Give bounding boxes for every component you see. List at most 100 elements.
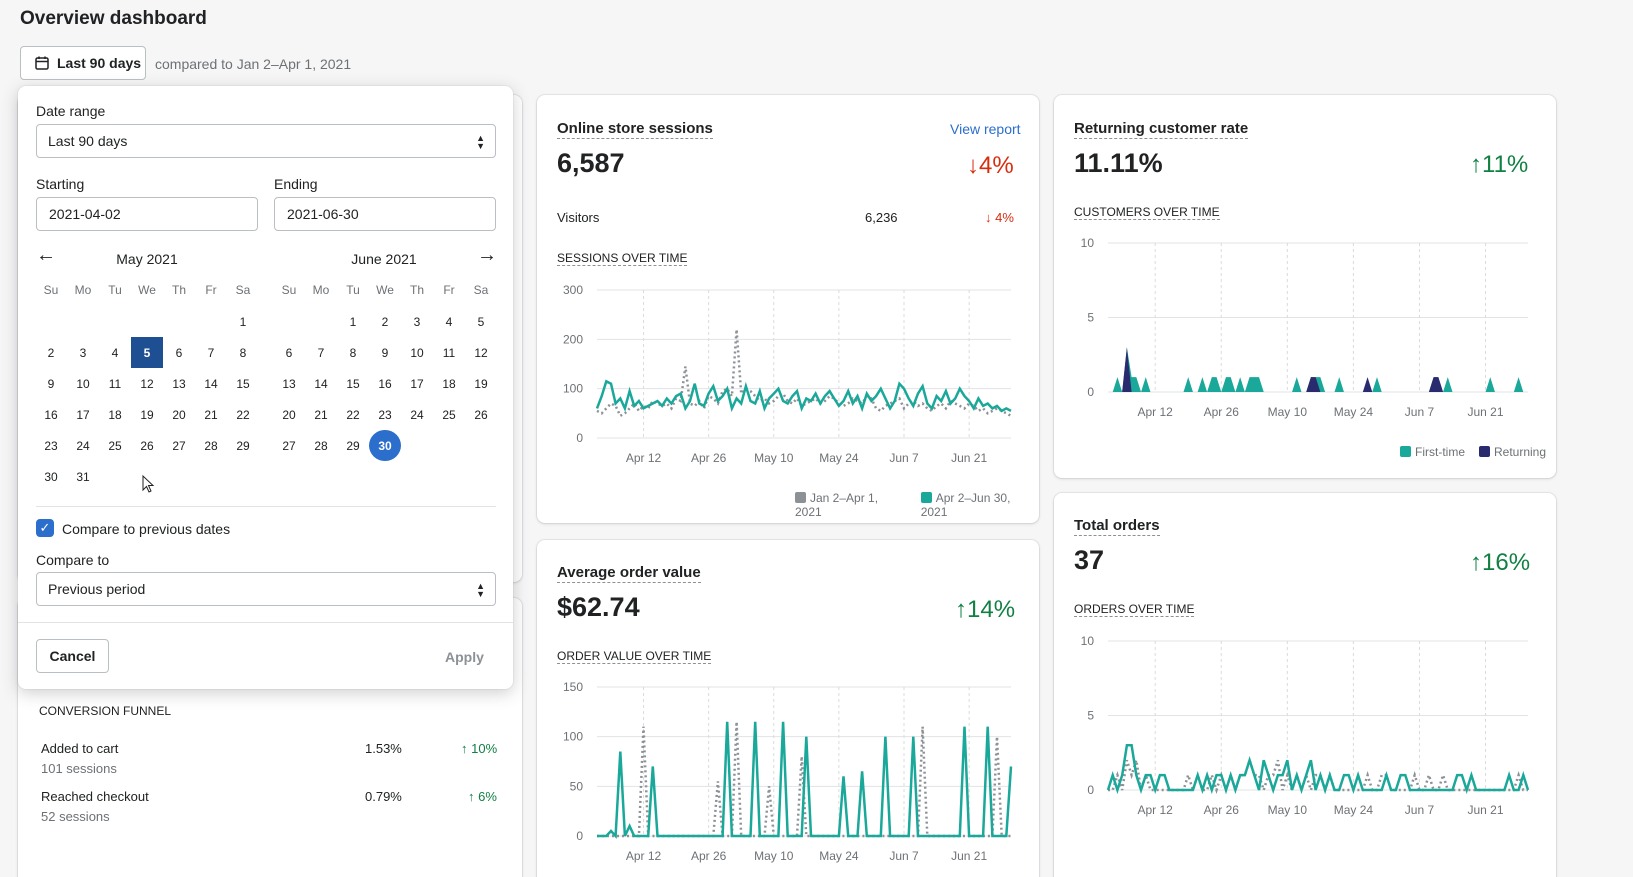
calendar-day[interactable]: 24 — [76, 438, 90, 453]
calendar-day-cell[interactable]: 24 — [67, 430, 99, 461]
calendar-day[interactable]: 9 — [381, 345, 389, 360]
calendar-day[interactable]: 4 — [111, 345, 119, 360]
calendar-day[interactable]: 1 — [239, 314, 247, 329]
calendar-day-cell[interactable]: 3 — [401, 306, 433, 337]
calendar-day-cell[interactable]: 25 — [433, 399, 465, 430]
calendar-day[interactable]: 15 — [346, 376, 360, 391]
calendar-day-cell[interactable]: 3 — [67, 337, 99, 368]
starting-date-input[interactable]: 2021-04-02 — [36, 197, 258, 231]
calendar-day[interactable]: 3 — [79, 345, 87, 360]
calendar-day-cell[interactable]: 31 — [67, 461, 99, 492]
calendar-day[interactable]: 17 — [410, 376, 424, 391]
calendar-day[interactable]: 2 — [47, 345, 55, 360]
calendar-day-cell[interactable]: 11 — [99, 368, 131, 399]
calendar-day[interactable]: 29 — [236, 438, 250, 453]
calendar-day[interactable]: 10 — [410, 345, 424, 360]
calendar-day-cell[interactable]: 20 — [163, 399, 195, 430]
calendar-day-cell[interactable]: 10 — [67, 368, 99, 399]
compare-checkbox-label[interactable]: Compare to previous dates — [62, 521, 231, 537]
calendar-day-cell[interactable]: 4 — [433, 306, 465, 337]
orders-title[interactable]: Total orders — [1074, 517, 1160, 536]
calendar-day-cell[interactable]: 18 — [433, 368, 465, 399]
calendar-day-cell[interactable]: 2 — [35, 337, 67, 368]
calendar-day-cell[interactable]: 19 — [131, 399, 163, 430]
calendar-day[interactable]: 23 — [378, 407, 392, 422]
calendar-day[interactable]: 21 — [314, 407, 328, 422]
cancel-button[interactable]: Cancel — [36, 639, 109, 673]
calendar-day[interactable]: 27 — [282, 438, 296, 453]
calendar-day[interactable]: 18 — [108, 407, 122, 422]
calendar-day[interactable]: 28 — [204, 438, 218, 453]
calendar-day-cell[interactable]: 28 — [195, 430, 227, 461]
calendar-day-cell[interactable]: 6 — [163, 337, 195, 368]
calendar-day[interactable]: 8 — [239, 345, 247, 360]
calendar-day-cell[interactable]: 29 — [227, 430, 259, 461]
calendar-day-cell[interactable]: 10 — [401, 337, 433, 368]
ending-date-input[interactable]: 2021-06-30 — [274, 197, 496, 231]
compare-checkbox[interactable]: ✓ — [36, 519, 54, 537]
calendar-day-cell[interactable]: 5 — [131, 337, 163, 368]
calendar-day[interactable]: 27 — [172, 438, 186, 453]
calendar-day-selected[interactable]: 5 — [131, 337, 163, 368]
calendar-day[interactable]: 16 — [44, 407, 58, 422]
calendar-day-cell[interactable]: 1 — [227, 306, 259, 337]
calendar-day-cell[interactable]: 19 — [465, 368, 497, 399]
calendar-day-cell[interactable]: 22 — [227, 399, 259, 430]
calendar-day-cell[interactable]: 22 — [337, 399, 369, 430]
calendar-day[interactable]: 10 — [76, 376, 90, 391]
calendar-day[interactable]: 26 — [474, 407, 488, 422]
calendar-day-cell[interactable]: 15 — [227, 368, 259, 399]
calendar-day-cell[interactable]: 6 — [273, 337, 305, 368]
calendar-day[interactable]: 22 — [346, 407, 360, 422]
calendar-day[interactable]: 16 — [378, 376, 392, 391]
calendar-day-cell[interactable]: 15 — [337, 368, 369, 399]
calendar-day[interactable]: 3 — [413, 314, 421, 329]
calendar-day-cell[interactable]: 23 — [35, 430, 67, 461]
calendar-day[interactable]: 7 — [317, 345, 325, 360]
calendar-day[interactable]: 31 — [76, 469, 90, 484]
calendar-day[interactable]: 19 — [474, 376, 488, 391]
calendar-day-cell[interactable]: 17 — [401, 368, 433, 399]
calendar-day-cell[interactable]: 12 — [465, 337, 497, 368]
calendar-day[interactable]: 1 — [349, 314, 357, 329]
calendar-day-cell[interactable]: 25 — [99, 430, 131, 461]
calendar-day-cell[interactable]: 7 — [195, 337, 227, 368]
calendar-day-cell[interactable]: 14 — [305, 368, 337, 399]
calendar-day[interactable]: 4 — [445, 314, 453, 329]
calendar-day[interactable]: 8 — [349, 345, 357, 360]
calendar-day-cell[interactable]: 1 — [337, 306, 369, 337]
calendar-day[interactable]: 17 — [76, 407, 90, 422]
compare-to-select[interactable]: Previous period ▲ ▼ — [36, 572, 496, 606]
calendar-day-cell[interactable]: 28 — [305, 430, 337, 461]
calendar-day-cell[interactable]: 8 — [337, 337, 369, 368]
calendar-day-cell[interactable]: 23 — [369, 399, 401, 430]
calendar-day[interactable]: 14 — [314, 376, 328, 391]
calendar-day-cell[interactable]: 7 — [305, 337, 337, 368]
calendar-day[interactable]: 12 — [140, 376, 154, 391]
aov-title[interactable]: Average order value — [557, 564, 701, 583]
calendar-day[interactable]: 6 — [175, 345, 183, 360]
calendar-day-cell[interactable]: 26 — [465, 399, 497, 430]
calendar-day-cell[interactable]: 8 — [227, 337, 259, 368]
calendar-day[interactable]: 22 — [236, 407, 250, 422]
calendar-day-cell[interactable]: 16 — [369, 368, 401, 399]
calendar-day[interactable]: 2 — [381, 314, 389, 329]
calendar-day-cell[interactable]: 4 — [99, 337, 131, 368]
calendar-day-cell[interactable]: 18 — [99, 399, 131, 430]
calendar-day-cell[interactable]: 13 — [273, 368, 305, 399]
calendar-day[interactable]: 15 — [236, 376, 250, 391]
calendar-day[interactable]: 13 — [172, 376, 186, 391]
sessions-title[interactable]: Online store sessions — [557, 120, 713, 139]
calendar-day[interactable]: 23 — [44, 438, 58, 453]
calendar-day-cell[interactable]: 11 — [433, 337, 465, 368]
calendar-day-cell[interactable]: 24 — [401, 399, 433, 430]
date-range-select[interactable]: Last 90 days ▲ ▼ — [36, 124, 496, 158]
calendar-day-selected[interactable]: 30 — [369, 430, 401, 461]
calendar-day-cell[interactable]: 5 — [465, 306, 497, 337]
calendar-day[interactable]: 7 — [207, 345, 215, 360]
calendar-day[interactable]: 12 — [474, 345, 488, 360]
next-month-arrow-icon[interactable]: → — [477, 244, 497, 266]
apply-button[interactable]: Apply — [445, 649, 484, 665]
calendar-day-cell[interactable]: 30 — [35, 461, 67, 492]
view-report-link[interactable]: View report — [950, 121, 1021, 137]
